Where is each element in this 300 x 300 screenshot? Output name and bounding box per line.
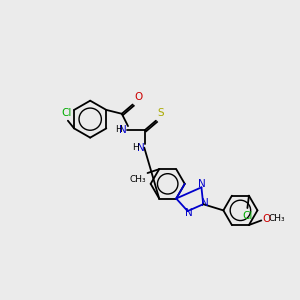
Text: O: O <box>134 92 142 102</box>
Text: Cl: Cl <box>242 211 253 221</box>
Text: CH₃: CH₃ <box>129 175 146 184</box>
Text: O: O <box>262 214 270 224</box>
Text: N: N <box>185 208 193 218</box>
Text: H: H <box>115 125 122 134</box>
Text: N: N <box>198 179 206 189</box>
Text: S: S <box>158 108 164 118</box>
Text: Cl: Cl <box>61 108 71 118</box>
Text: H: H <box>132 143 139 152</box>
Text: CH₃: CH₃ <box>268 214 285 224</box>
Text: N: N <box>136 143 144 153</box>
Text: N: N <box>201 198 208 208</box>
Text: N: N <box>119 125 127 135</box>
